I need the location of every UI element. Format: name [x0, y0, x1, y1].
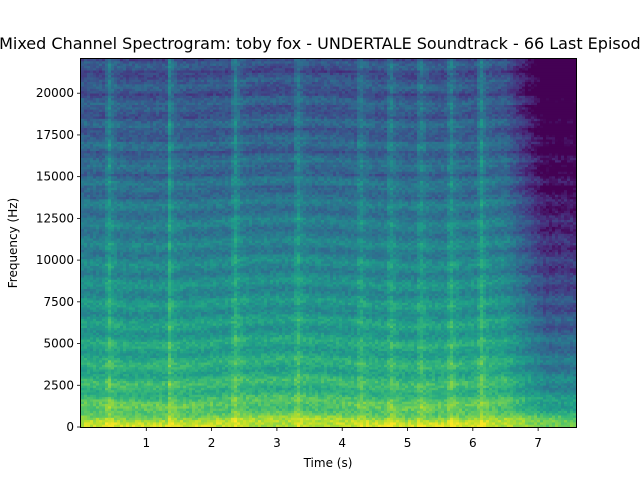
plot-area [81, 59, 577, 428]
spectrogram-image [81, 59, 577, 428]
chart-title: Mixed Channel Spectrogram: toby fox - UN… [0, 34, 640, 53]
